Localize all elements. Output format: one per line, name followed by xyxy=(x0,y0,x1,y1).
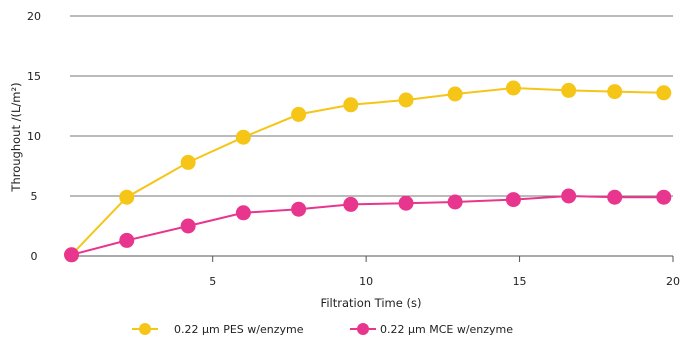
series-layer xyxy=(64,80,672,263)
x-tick-label: 10 xyxy=(359,275,373,288)
y-tick-label: 15 xyxy=(27,70,41,83)
series-2-point xyxy=(447,194,463,210)
legend-label-2: 0.22 µm MCE w/enzyme xyxy=(380,323,513,336)
x-axis-ticks: 5 10 15 20 xyxy=(209,256,680,288)
series-2-point xyxy=(656,189,672,205)
series-1-point xyxy=(505,80,521,96)
series-2-point xyxy=(180,218,196,234)
series-1-point xyxy=(291,106,307,122)
grid-lines xyxy=(70,15,673,257)
x-tick-label: 15 xyxy=(513,275,527,288)
series-2-point xyxy=(64,247,80,263)
legend-marker-1 xyxy=(139,323,151,335)
y-tick-label: 20 xyxy=(27,10,41,23)
y-tick-label: 5 xyxy=(31,190,38,203)
series-2-point xyxy=(561,188,577,204)
x-axis-title: Filtration Time (s) xyxy=(321,296,422,310)
legend-marker-2 xyxy=(357,323,369,335)
series-2 xyxy=(64,188,672,263)
series-1-point xyxy=(180,154,196,170)
y-axis-ticks: 0 5 10 15 20 xyxy=(27,10,41,263)
series-1-point xyxy=(235,129,251,145)
series-1-point xyxy=(607,84,623,100)
series-1-point xyxy=(398,92,414,108)
series-1-point xyxy=(656,85,672,101)
series-2-point xyxy=(291,201,307,217)
series-2-point xyxy=(235,205,251,221)
series-1 xyxy=(64,80,672,263)
series-1-point xyxy=(343,97,359,113)
series-2-point xyxy=(505,192,521,208)
y-tick-label: 10 xyxy=(27,130,41,143)
x-tick-label: 5 xyxy=(209,275,216,288)
legend: 0.22 µm PES w/enzyme 0.22 µm MCE w/enzyme xyxy=(132,323,513,336)
y-tick-label: 0 xyxy=(31,250,38,263)
series-2-point xyxy=(343,196,359,212)
series-2-point xyxy=(398,195,414,211)
series-1-point xyxy=(447,86,463,102)
x-tick-label: 20 xyxy=(666,275,680,288)
legend-label-1: 0.22 µm PES w/enzyme xyxy=(174,323,304,336)
series-1-point xyxy=(561,82,577,98)
series-2-point xyxy=(119,232,135,248)
y-axis-title: Throughout /(L/m²) xyxy=(9,82,23,192)
series-1-line xyxy=(70,86,664,256)
series-1-point xyxy=(119,189,135,205)
series-2-line xyxy=(71,194,664,256)
series-2-point xyxy=(607,189,623,205)
